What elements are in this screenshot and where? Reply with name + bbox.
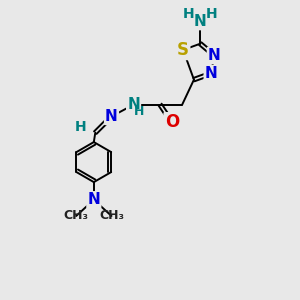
- Text: N: N: [105, 109, 118, 124]
- Text: CH₃: CH₃: [99, 209, 124, 223]
- Text: N: N: [194, 14, 207, 29]
- Text: S: S: [177, 41, 189, 59]
- Text: H: H: [75, 120, 86, 134]
- Text: N: N: [205, 66, 218, 81]
- Text: H: H: [206, 7, 218, 21]
- Text: O: O: [165, 113, 179, 131]
- Text: N: N: [88, 192, 100, 207]
- Text: H: H: [134, 105, 144, 118]
- Text: H: H: [183, 7, 194, 21]
- Text: CH₃: CH₃: [64, 209, 89, 223]
- Text: N: N: [208, 48, 220, 63]
- Text: N: N: [127, 97, 140, 112]
